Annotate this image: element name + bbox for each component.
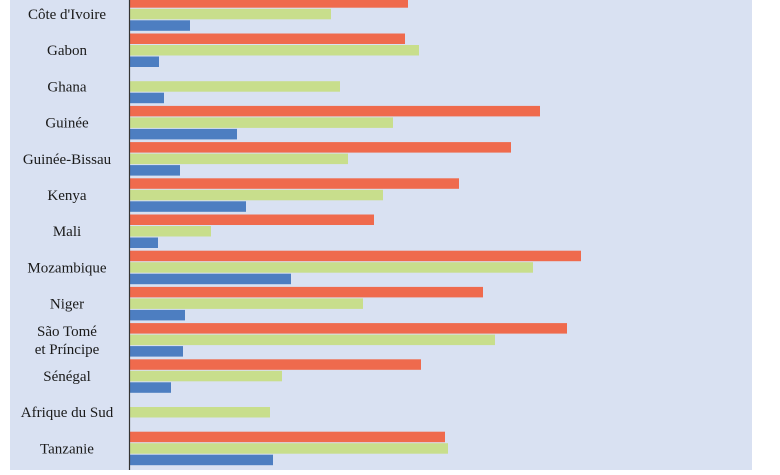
- bar-series-3-cat-1: [130, 20, 190, 31]
- category-label: Sénégal: [43, 369, 90, 385]
- bar-series-1-cat-9: [130, 286, 483, 298]
- bar-series-2-cat-3: [130, 81, 340, 92]
- bar-series-3-cat-4: [130, 128, 237, 140]
- category-label-line: Guinée: [45, 116, 89, 132]
- category-label: Côte d'Ivoire: [28, 7, 106, 23]
- bar-series-3-cat-6: [130, 201, 246, 212]
- bar-series-3-cat-7: [130, 237, 158, 248]
- bar-series-1-cat-4: [130, 105, 540, 117]
- category-label: Guinée-Bissau: [23, 152, 112, 168]
- category-label-line: Guinée-Bissau: [23, 152, 112, 168]
- bar-series-2-cat-1: [130, 8, 331, 20]
- bar-series-3-cat-8: [130, 273, 291, 285]
- category-label-line: Afrique du Sud: [21, 405, 114, 421]
- bar-series-2-cat-2: [130, 45, 419, 56]
- bar-series-1-cat-6: [130, 178, 459, 189]
- bar-series-2-cat-11: [130, 370, 282, 382]
- bar-series-1-cat-1: [130, 0, 408, 8]
- bar-series-1-cat-5: [130, 142, 511, 153]
- bar-series-3-cat-3: [130, 92, 164, 104]
- category-label-line: Niger: [50, 297, 84, 313]
- bar-series-1-cat-8: [130, 250, 581, 262]
- category-label-line: Côte d'Ivoire: [28, 7, 106, 23]
- bar-series-1-cat-2: [130, 33, 405, 44]
- bar-series-2-cat-5: [130, 153, 348, 165]
- bar-series-3-cat-11: [130, 382, 171, 393]
- bar-series-2-cat-6: [130, 189, 383, 201]
- bar-series-2-cat-12: [130, 407, 270, 418]
- category-label: Kenya: [47, 188, 86, 204]
- category-label-line: Mozambique: [27, 260, 106, 276]
- category-label-line: Tanzanie: [40, 441, 94, 457]
- bar-series-2-cat-4: [130, 117, 393, 128]
- bar-series-3-cat-2: [130, 56, 159, 67]
- category-label-line: São Tomé: [37, 324, 97, 340]
- plot-background: [10, 0, 752, 470]
- category-label-line: Kenya: [47, 188, 86, 204]
- category-label-line: et Príncipe: [35, 342, 100, 358]
- bars-layer: [130, 0, 581, 466]
- category-label: Ghana: [47, 79, 86, 95]
- category-label: Gabon: [47, 43, 87, 59]
- bar-series-2-cat-7: [130, 226, 211, 237]
- category-label: Niger: [50, 297, 84, 313]
- bar-series-1-cat-10: [130, 323, 567, 334]
- bar-series-3-cat-5: [130, 165, 180, 176]
- category-label: Mozambique: [27, 260, 106, 276]
- bar-series-2-cat-9: [130, 298, 363, 309]
- category-label-line: Ghana: [47, 79, 86, 95]
- category-label: Tanzanie: [40, 441, 94, 457]
- bar-series-1-cat-7: [130, 214, 374, 225]
- bar-series-2-cat-10: [130, 334, 495, 346]
- category-label-line: Mali: [53, 224, 81, 240]
- category-label: São Tomé et Príncipe: [35, 324, 100, 358]
- bar-series-3-cat-9: [130, 309, 185, 321]
- category-label: Mali: [53, 224, 81, 240]
- category-label-line: Gabon: [47, 43, 87, 59]
- bar-series-2-cat-8: [130, 262, 533, 273]
- bar-series-3-cat-13: [130, 454, 273, 466]
- bar-series-1-cat-11: [130, 359, 421, 370]
- bar-series-1-cat-13: [130, 431, 445, 443]
- bar-series-3-cat-10: [130, 346, 183, 357]
- category-label: Afrique du Sud: [21, 405, 114, 421]
- bar-series-2-cat-13: [130, 443, 448, 454]
- category-label: Guinée: [45, 116, 89, 132]
- category-labels: Côte d'Ivoire Gabon Ghana Guinée Guinée-Biss…: [21, 7, 114, 457]
- category-label-line: Sénégal: [43, 369, 90, 385]
